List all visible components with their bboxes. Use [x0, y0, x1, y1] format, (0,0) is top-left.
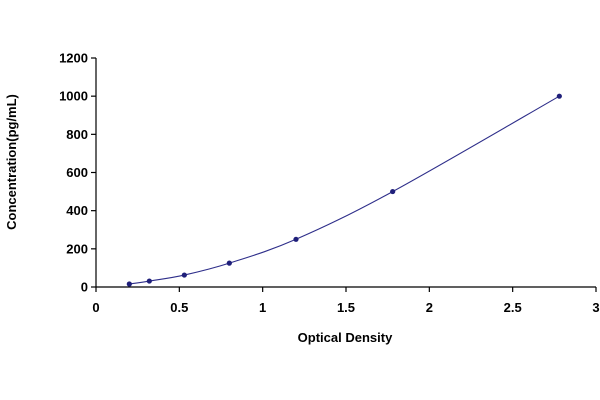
data-point — [146, 278, 152, 284]
y-axis-title: Concentration(pg/mL) — [4, 94, 19, 230]
x-axis-title: Optical Density — [298, 330, 393, 345]
x-tick-label: 0.5 — [170, 300, 188, 315]
data-point — [181, 272, 187, 278]
data-point — [556, 93, 562, 99]
y-tick-label: 0 — [81, 280, 88, 295]
x-tick-label: 0 — [92, 300, 99, 315]
x-tick-label: 3 — [592, 300, 599, 315]
x-tick-label: 1.5 — [337, 300, 355, 315]
y-tick-label: 600 — [66, 165, 88, 180]
x-tick-label: 1 — [259, 300, 266, 315]
plot-area: 0 200 400 600 800 1000 1200 0 0.5 1 1.5 2 2.5 3 — [59, 51, 600, 316]
fit-curve — [129, 95, 560, 285]
y-tick-label: 200 — [66, 241, 88, 256]
x-tick-label: 2.5 — [504, 300, 522, 315]
y-tick-label: 1000 — [59, 89, 88, 104]
data-point — [226, 260, 232, 266]
data-point — [390, 188, 396, 195]
y-tick-label: 1200 — [59, 51, 88, 66]
y-tick-label: 800 — [66, 127, 88, 142]
y-tick-label: 400 — [66, 203, 88, 218]
data-point — [293, 236, 299, 242]
data-point — [126, 281, 132, 287]
x-tick-label: 2 — [426, 300, 433, 315]
